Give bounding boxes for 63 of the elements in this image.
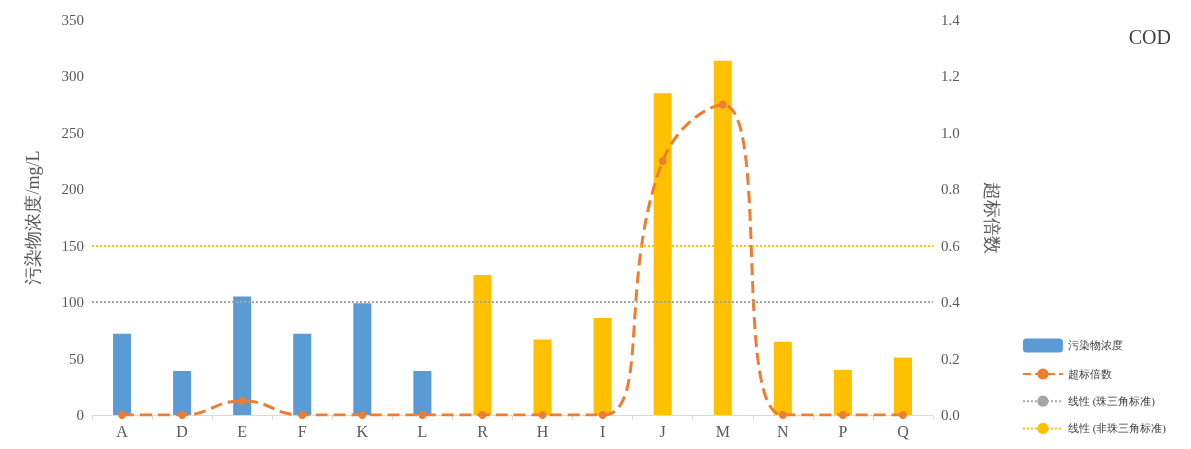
point xyxy=(178,411,187,419)
bar xyxy=(593,317,612,415)
y-tick-label: 150 xyxy=(61,237,84,254)
bar xyxy=(533,339,552,415)
point xyxy=(238,396,247,405)
point xyxy=(898,411,907,419)
point xyxy=(778,411,787,419)
x-tick-label: I xyxy=(599,422,606,440)
point xyxy=(538,411,547,419)
legend-label: 污染物浓度 xyxy=(1067,339,1123,352)
x-tick-label: L xyxy=(417,422,428,440)
x-tick-label: P xyxy=(838,422,848,440)
legend-label: 线性 (珠三角标准) xyxy=(1067,395,1156,409)
legend-label: 超标倍数 xyxy=(1067,368,1112,380)
bar xyxy=(173,370,192,415)
x-tick-label: R xyxy=(477,422,489,440)
point xyxy=(418,411,427,419)
y-tick-label: 300 xyxy=(61,68,84,85)
text: COD xyxy=(1128,26,1172,48)
y-tick-label: 0 xyxy=(76,407,84,423)
x-tick-label: E xyxy=(237,422,248,440)
point xyxy=(358,411,367,419)
y2-tick-label: 1.2 xyxy=(941,68,960,85)
x-tick-label: A xyxy=(116,422,129,440)
y-tick-label: 100 xyxy=(61,294,84,311)
bar xyxy=(293,333,312,415)
point xyxy=(718,100,727,109)
x-tick-label: F xyxy=(297,422,307,440)
x-tick-label: M xyxy=(715,422,730,440)
point xyxy=(658,157,667,166)
y2-axis-title: 超标倍数 xyxy=(982,181,1002,254)
bar xyxy=(113,333,132,415)
bar xyxy=(833,369,852,415)
y2-tick-label: 1.0 xyxy=(941,124,960,141)
y2-tick-label: 0.4 xyxy=(941,294,961,311)
y-tick-label: 50 xyxy=(69,350,84,367)
y-axis-title: 污染物浓度/mg/L xyxy=(23,150,43,285)
y2-tick-label: 0.8 xyxy=(941,181,960,198)
y-tick-label: 350 xyxy=(61,12,84,28)
bar xyxy=(893,357,912,415)
y2-tick-label: 0.6 xyxy=(941,237,961,254)
point xyxy=(838,411,847,419)
bar xyxy=(353,303,372,415)
point xyxy=(598,411,607,419)
point xyxy=(478,411,487,419)
y2-tick-label: 1.4 xyxy=(941,12,961,28)
y2-tick-label: 0.0 xyxy=(941,407,960,423)
x-tick-label: K xyxy=(356,422,369,440)
y-tick-label: 200 xyxy=(61,181,84,198)
x-tick-label: N xyxy=(777,422,790,440)
x-tick-label: J xyxy=(659,422,666,440)
bar xyxy=(413,370,432,415)
point xyxy=(298,411,307,419)
x-tick-label: D xyxy=(176,422,188,440)
point xyxy=(118,411,127,419)
bar xyxy=(773,341,792,415)
legend-label: 线性 (非珠三角标准) xyxy=(1067,422,1167,436)
y-tick-label: 250 xyxy=(61,124,84,141)
x-tick-label: H xyxy=(536,422,549,440)
bar xyxy=(233,296,252,415)
bar xyxy=(473,275,492,415)
y2-tick-label: 0.2 xyxy=(941,350,960,367)
x-tick-label: Q xyxy=(897,422,910,440)
